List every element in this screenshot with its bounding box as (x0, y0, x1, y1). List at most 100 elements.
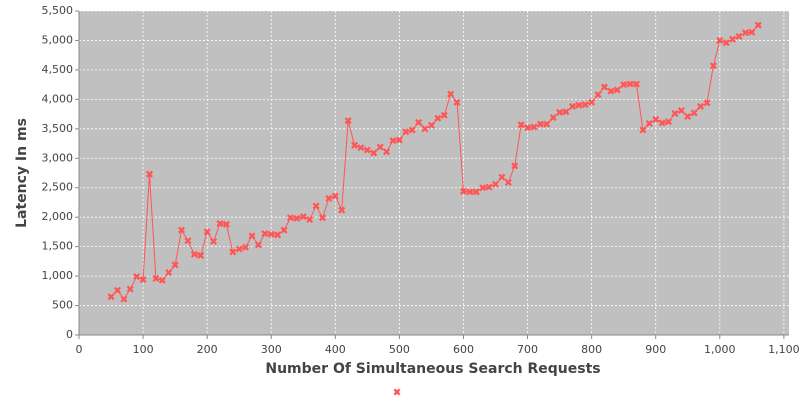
point-marker (222, 220, 230, 228)
point-marker (562, 108, 570, 116)
point-marker (203, 228, 211, 236)
point-marker (216, 220, 224, 228)
point-marker (652, 115, 660, 123)
point-marker (632, 80, 640, 88)
point-marker (549, 114, 557, 122)
point-marker (677, 107, 685, 115)
point-marker (453, 98, 461, 106)
point-marker (607, 87, 615, 95)
x-tick-label: 600 (453, 343, 474, 356)
point-marker (729, 35, 737, 43)
point-marker (107, 293, 115, 301)
point-marker (286, 214, 294, 222)
point-marker (338, 206, 346, 214)
point-marker (376, 143, 384, 151)
x-tick-label: 0 (76, 343, 83, 356)
point-marker (645, 120, 653, 128)
legend-marker (393, 388, 401, 396)
point-marker (171, 261, 179, 269)
point-marker (139, 276, 147, 284)
y-axis-title: Latency In ms (14, 118, 30, 228)
point-marker (395, 136, 403, 144)
y-tick-label: 1,000 (42, 269, 74, 282)
y-tick-label: 500 (52, 299, 73, 312)
point-marker (427, 121, 435, 129)
x-tick-label: 1,000 (704, 343, 736, 356)
y-tick-label: 2,000 (42, 210, 74, 223)
y-tick-label: 4,500 (42, 63, 74, 76)
point-marker (626, 80, 634, 88)
point-marker (293, 214, 301, 222)
point-marker (466, 188, 474, 196)
point-marker (735, 32, 743, 40)
point-marker (440, 111, 448, 119)
point-marker (556, 108, 564, 116)
point-marker (306, 216, 314, 224)
point-marker (492, 180, 500, 188)
point-marker (120, 295, 128, 303)
point-marker (588, 98, 596, 106)
y-tick-label: 3,500 (42, 122, 74, 135)
point-marker (145, 170, 153, 178)
point-marker (703, 99, 711, 107)
y-tick-label: 2,500 (42, 181, 74, 194)
point-marker (158, 276, 166, 284)
point-marker (498, 173, 506, 181)
x-tick-label: 700 (517, 343, 538, 356)
point-marker (620, 81, 628, 89)
point-marker (242, 243, 250, 251)
point-marker (184, 237, 192, 245)
point-marker (267, 230, 275, 238)
y-tick-label: 1,500 (42, 240, 74, 253)
point-marker (190, 250, 198, 258)
point-marker (504, 178, 512, 186)
point-marker (722, 39, 730, 47)
x-tick-label: 100 (133, 343, 154, 356)
point-marker (421, 125, 429, 133)
point-marker (524, 124, 532, 132)
point-marker (748, 28, 756, 36)
point-marker (517, 121, 525, 129)
point-marker (210, 237, 218, 245)
point-marker (280, 226, 288, 234)
point-marker (357, 144, 365, 152)
point-marker (613, 86, 621, 94)
point-marker (325, 194, 333, 202)
point-marker (536, 120, 544, 128)
point-marker (447, 90, 455, 98)
point-marker (344, 117, 352, 125)
plot-area (79, 11, 789, 335)
point-marker (568, 102, 576, 110)
point-marker (716, 36, 724, 44)
point-marker (530, 123, 538, 131)
point-marker (113, 286, 121, 294)
point-marker (299, 213, 307, 221)
point-marker (126, 285, 134, 293)
x-axis-title: Number Of Simultaneous Search Requests (265, 361, 600, 377)
point-marker (581, 101, 589, 109)
x-tick-label: 400 (325, 343, 346, 356)
point-marker (754, 21, 762, 29)
x-tick-label: 300 (261, 343, 282, 356)
point-marker (383, 148, 391, 156)
point-marker (415, 118, 423, 126)
point-marker (741, 29, 749, 37)
point-marker (363, 146, 371, 154)
point-marker (165, 269, 173, 277)
point-marker (434, 114, 442, 122)
point-marker (671, 110, 679, 118)
point-marker (639, 126, 647, 134)
point-marker (459, 187, 467, 195)
point-marker (697, 102, 705, 110)
y-tick-label: 0 (66, 328, 73, 341)
y-tick-label: 5,000 (42, 33, 74, 46)
point-marker (235, 245, 243, 253)
point-marker (684, 112, 692, 120)
point-marker (511, 162, 519, 170)
point-marker (479, 184, 487, 192)
point-marker (197, 251, 205, 259)
point-marker (261, 230, 269, 238)
point-marker (575, 101, 583, 109)
point-marker (665, 118, 673, 126)
